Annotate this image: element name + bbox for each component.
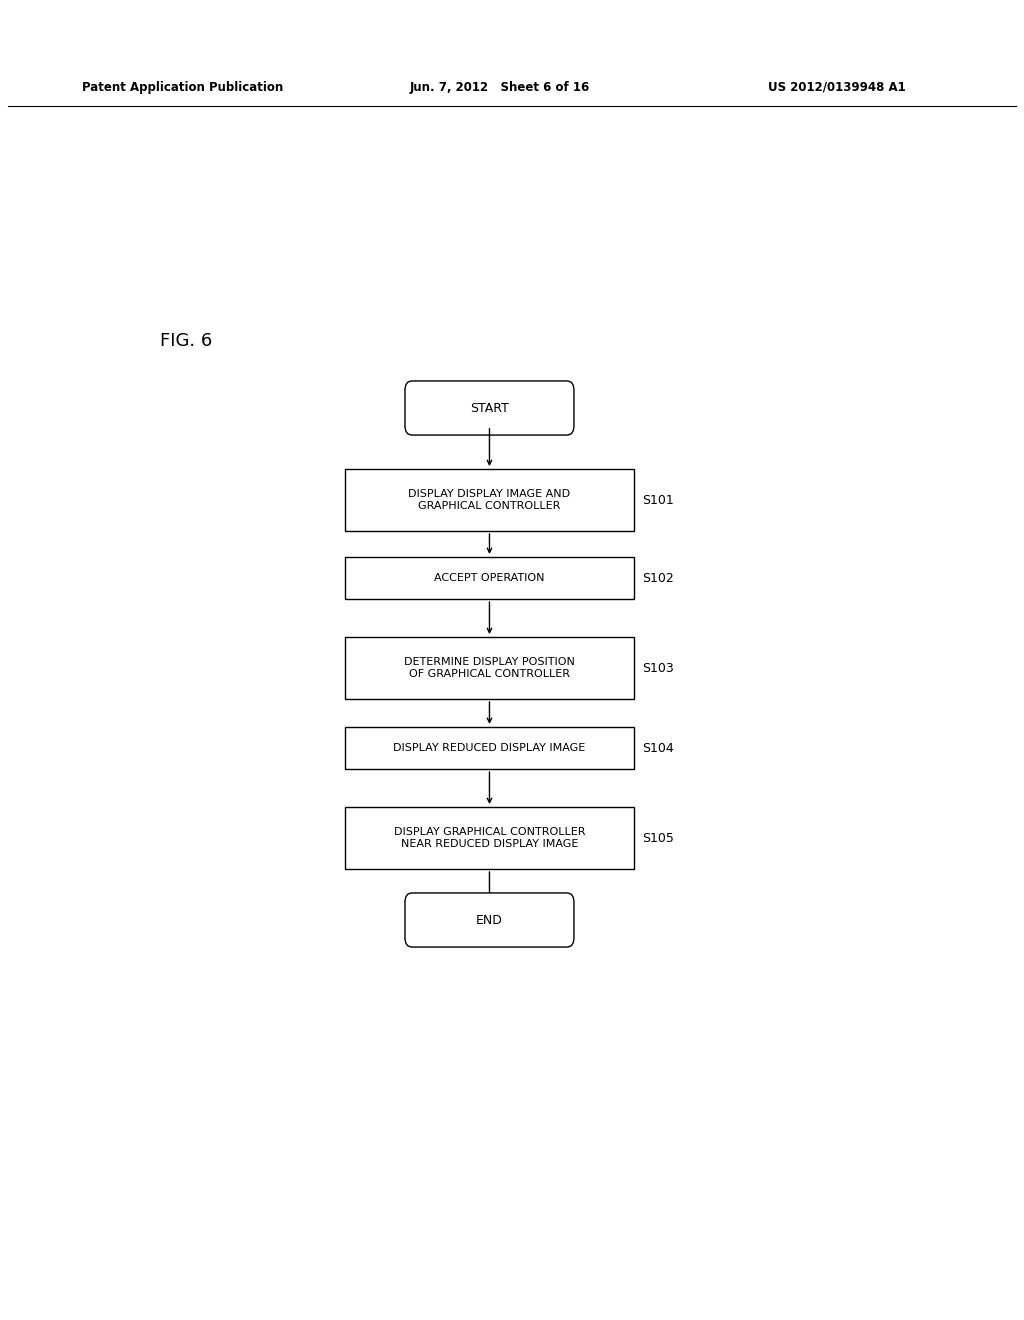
Text: US 2012/0139948 A1: US 2012/0139948 A1 [768,81,906,94]
FancyBboxPatch shape [404,381,573,436]
FancyBboxPatch shape [404,892,573,946]
Text: DETERMINE DISPLAY POSITION
OF GRAPHICAL CONTROLLER: DETERMINE DISPLAY POSITION OF GRAPHICAL … [404,657,574,678]
Text: DISPLAY GRAPHICAL CONTROLLER
NEAR REDUCED DISPLAY IMAGE: DISPLAY GRAPHICAL CONTROLLER NEAR REDUCE… [393,828,586,849]
Text: S102: S102 [643,572,675,585]
Text: S104: S104 [643,742,675,755]
Text: Jun. 7, 2012   Sheet 6 of 16: Jun. 7, 2012 Sheet 6 of 16 [410,81,590,94]
Text: END: END [476,913,503,927]
Text: S101: S101 [643,494,675,507]
FancyBboxPatch shape [344,727,634,770]
FancyBboxPatch shape [344,638,634,700]
Text: S103: S103 [643,661,675,675]
FancyBboxPatch shape [344,469,634,531]
Text: S105: S105 [643,832,675,845]
Text: DISPLAY REDUCED DISPLAY IMAGE: DISPLAY REDUCED DISPLAY IMAGE [393,743,586,752]
FancyBboxPatch shape [344,557,634,599]
Text: START: START [470,401,509,414]
Text: Patent Application Publication: Patent Application Publication [82,81,284,94]
Text: DISPLAY DISPLAY IMAGE AND
GRAPHICAL CONTROLLER: DISPLAY DISPLAY IMAGE AND GRAPHICAL CONT… [409,490,570,511]
FancyBboxPatch shape [344,807,634,869]
Text: FIG. 6: FIG. 6 [160,331,212,350]
Text: ACCEPT OPERATION: ACCEPT OPERATION [434,573,545,583]
